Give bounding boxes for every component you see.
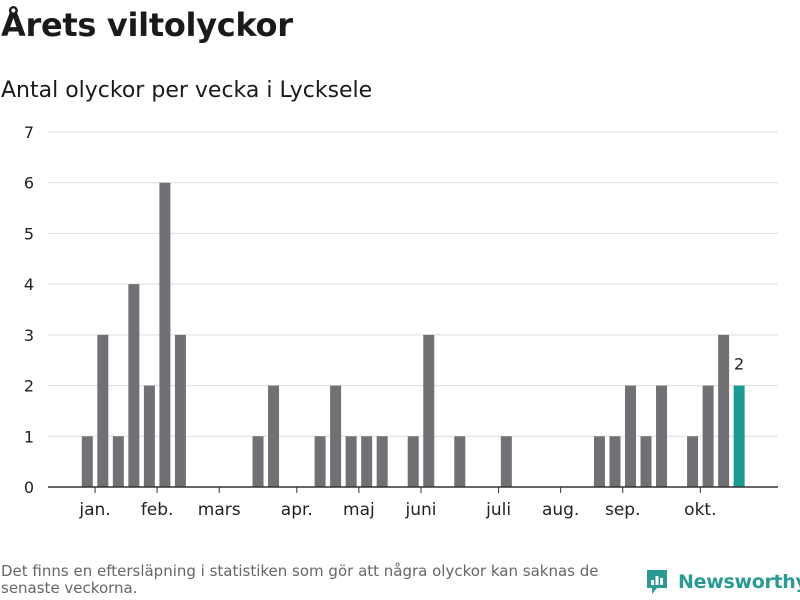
chart-subtitle: Antal olyckor per vecka i Lycksele (1, 78, 373, 103)
bar (702, 385, 714, 487)
bar (268, 385, 280, 487)
x-axis-ticks: jan. feb. mars apr. maj juni juli aug. sep. okt. (78, 487, 717, 520)
newsworthy-icon (647, 570, 667, 594)
y-tick-label: 5 (24, 224, 34, 243)
bar (345, 436, 357, 487)
bar (174, 334, 186, 487)
y-tick-label: 2 (24, 377, 34, 396)
bar (454, 436, 466, 487)
data-labels: 2 (734, 355, 744, 374)
gridlines (48, 131, 778, 437)
y-tick-label: 7 (24, 123, 34, 142)
bar (143, 385, 155, 487)
bar (314, 436, 326, 487)
bar (718, 334, 730, 487)
bar-latest-week (733, 385, 745, 487)
y-tick-label: 1 (24, 427, 34, 446)
bar (159, 182, 171, 487)
bar (625, 385, 636, 487)
x-tick-label: feb. (141, 500, 174, 520)
brand-name: Newsworthy (678, 571, 800, 593)
bar (640, 436, 652, 487)
bar (656, 385, 668, 487)
x-tick-label: okt. (684, 500, 716, 520)
bar (376, 436, 388, 487)
y-tick-label: 4 (24, 275, 34, 294)
x-tick-label: maj (343, 500, 375, 520)
data-label-latest: 2 (734, 355, 744, 374)
bar (407, 436, 419, 487)
bar (252, 436, 264, 487)
y-axis-ticks: 0 1 2 3 4 5 6 7 (24, 123, 34, 497)
bar (128, 284, 140, 487)
y-tick-label: 3 (24, 326, 34, 345)
bar (361, 436, 373, 487)
bar (500, 436, 512, 487)
y-tick-label: 0 (24, 478, 34, 497)
bars (81, 182, 745, 487)
x-tick-label: jan. (78, 500, 110, 520)
brand-logo[interactable]: Newsworthy (644, 568, 800, 596)
bar (423, 334, 435, 487)
bar (330, 385, 342, 487)
x-tick-label: juli (485, 500, 511, 520)
x-tick-label: juni (404, 500, 436, 520)
x-tick-label: sep. (605, 500, 641, 520)
bar (112, 436, 124, 487)
bar (97, 334, 109, 487)
x-tick-label: apr. (281, 500, 313, 520)
bar (593, 436, 605, 487)
footnote: Det finns en eftersläpning i statistiken… (1, 562, 599, 597)
bar-chart: 0 1 2 3 4 5 6 7 jan. feb. mars apr. maj juni juli aug.… (24, 123, 778, 520)
y-tick-label: 6 (24, 174, 34, 193)
bar (81, 436, 93, 487)
chart-title: Årets viltolyckor (1, 6, 293, 44)
bar (609, 436, 621, 487)
x-tick-label: aug. (542, 500, 579, 520)
x-tick-label: mars (198, 500, 241, 520)
bar (687, 436, 699, 487)
